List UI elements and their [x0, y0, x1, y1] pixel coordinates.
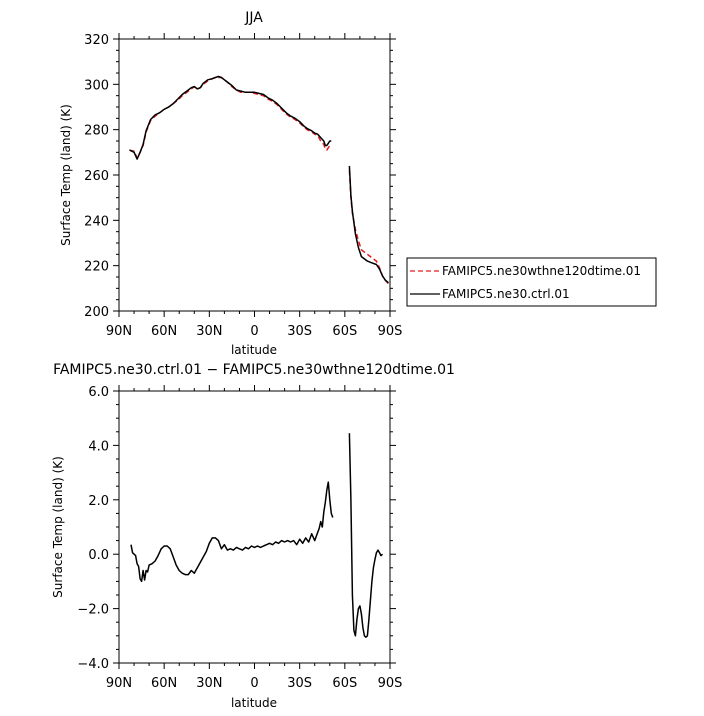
top-y-tick-label: 200	[84, 305, 109, 320]
legend-label-2: FAMIPC5.ne30.ctrl.01	[442, 287, 570, 301]
bottom-chart-ylabel: Surface Temp (land) (K)	[51, 456, 65, 598]
bottom-series-line	[130, 481, 334, 583]
top-series-line	[348, 170, 390, 285]
top-y-tick-label: 260	[84, 169, 109, 184]
bottom-y-tick-label: 4.0	[88, 439, 109, 454]
bottom-x-tick-label: 30S	[287, 676, 312, 691]
top-y-tick-label: 320	[84, 33, 109, 48]
top-series-line	[129, 76, 332, 159]
top-y-tick-label: 240	[84, 214, 109, 229]
top-series-line	[348, 165, 389, 284]
top-chart-legend: FAMIPC5.ne30wthne120dtime.01 FAMIPC5.ne3…	[406, 257, 657, 307]
top-series-line	[129, 75, 332, 160]
top-chart-ylabel: Surface Temp (land) (K)	[59, 104, 73, 246]
bottom-series-line	[348, 433, 384, 638]
top-x-tick-label: 30S	[287, 324, 312, 339]
bottom-y-tick-label: 0.0	[88, 548, 109, 563]
bottom-x-tick-label: 90S	[378, 676, 403, 691]
top-x-tick-label: 60N	[151, 324, 177, 339]
top-x-tick-label: 30N	[196, 324, 222, 339]
legend-label-1: FAMIPC5.ne30wthne120dtime.01	[442, 264, 641, 278]
top-x-tick-label: 60S	[332, 324, 357, 339]
bottom-y-tick-label: −4.0	[77, 657, 109, 672]
bottom-y-tick-label: 2.0	[88, 494, 109, 509]
bottom-x-tick-label: 60N	[151, 676, 177, 691]
legend-box	[406, 257, 657, 307]
top-y-tick-label: 300	[84, 78, 109, 93]
bottom-x-tick-label: 90N	[106, 676, 132, 691]
bottom-x-tick-label: 0	[250, 676, 258, 691]
top-x-tick-label: 90N	[106, 324, 132, 339]
bottom-y-tick-label: −2.0	[77, 603, 109, 618]
top-chart-xlabel: latitude	[231, 343, 277, 357]
bottom-chart-xlabel: latitude	[231, 696, 277, 710]
top-x-tick-label: 90S	[378, 324, 403, 339]
bottom-chart-frame	[118, 390, 391, 664]
bottom-chart-panel: FAMIPC5.ne30.ctrl.01 − FAMIPC5.ne30wthne…	[51, 362, 455, 710]
top-chart-panel: JJA 90N 60N 30N 0 30S 60S 90S 200 220 240 260 280 30…	[59, 10, 402, 357]
top-y-tick-label: 280	[84, 124, 109, 139]
top-x-tick-label: 0	[250, 324, 258, 339]
top-chart-title: JJA	[244, 10, 263, 26]
bottom-chart-title: FAMIPC5.ne30.ctrl.01 − FAMIPC5.ne30wthne…	[53, 362, 455, 378]
bottom-y-tick-label: 6.0	[88, 385, 109, 400]
bottom-x-tick-label: 30N	[196, 676, 222, 691]
bottom-x-tick-label: 60S	[332, 676, 357, 691]
top-y-tick-label: 220	[84, 260, 109, 275]
